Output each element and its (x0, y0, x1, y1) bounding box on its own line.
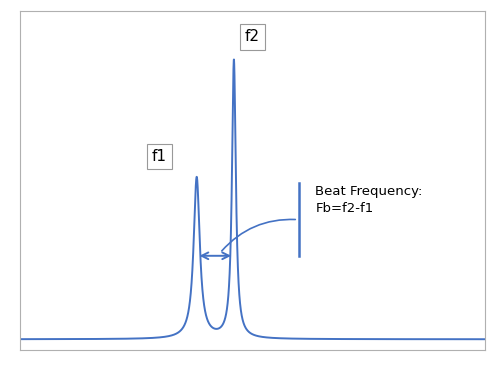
Text: Beat Frequency:
Fb=f2-f1: Beat Frequency: Fb=f2-f1 (316, 185, 422, 215)
Text: f2: f2 (245, 29, 260, 44)
Text: f1: f1 (152, 149, 167, 164)
